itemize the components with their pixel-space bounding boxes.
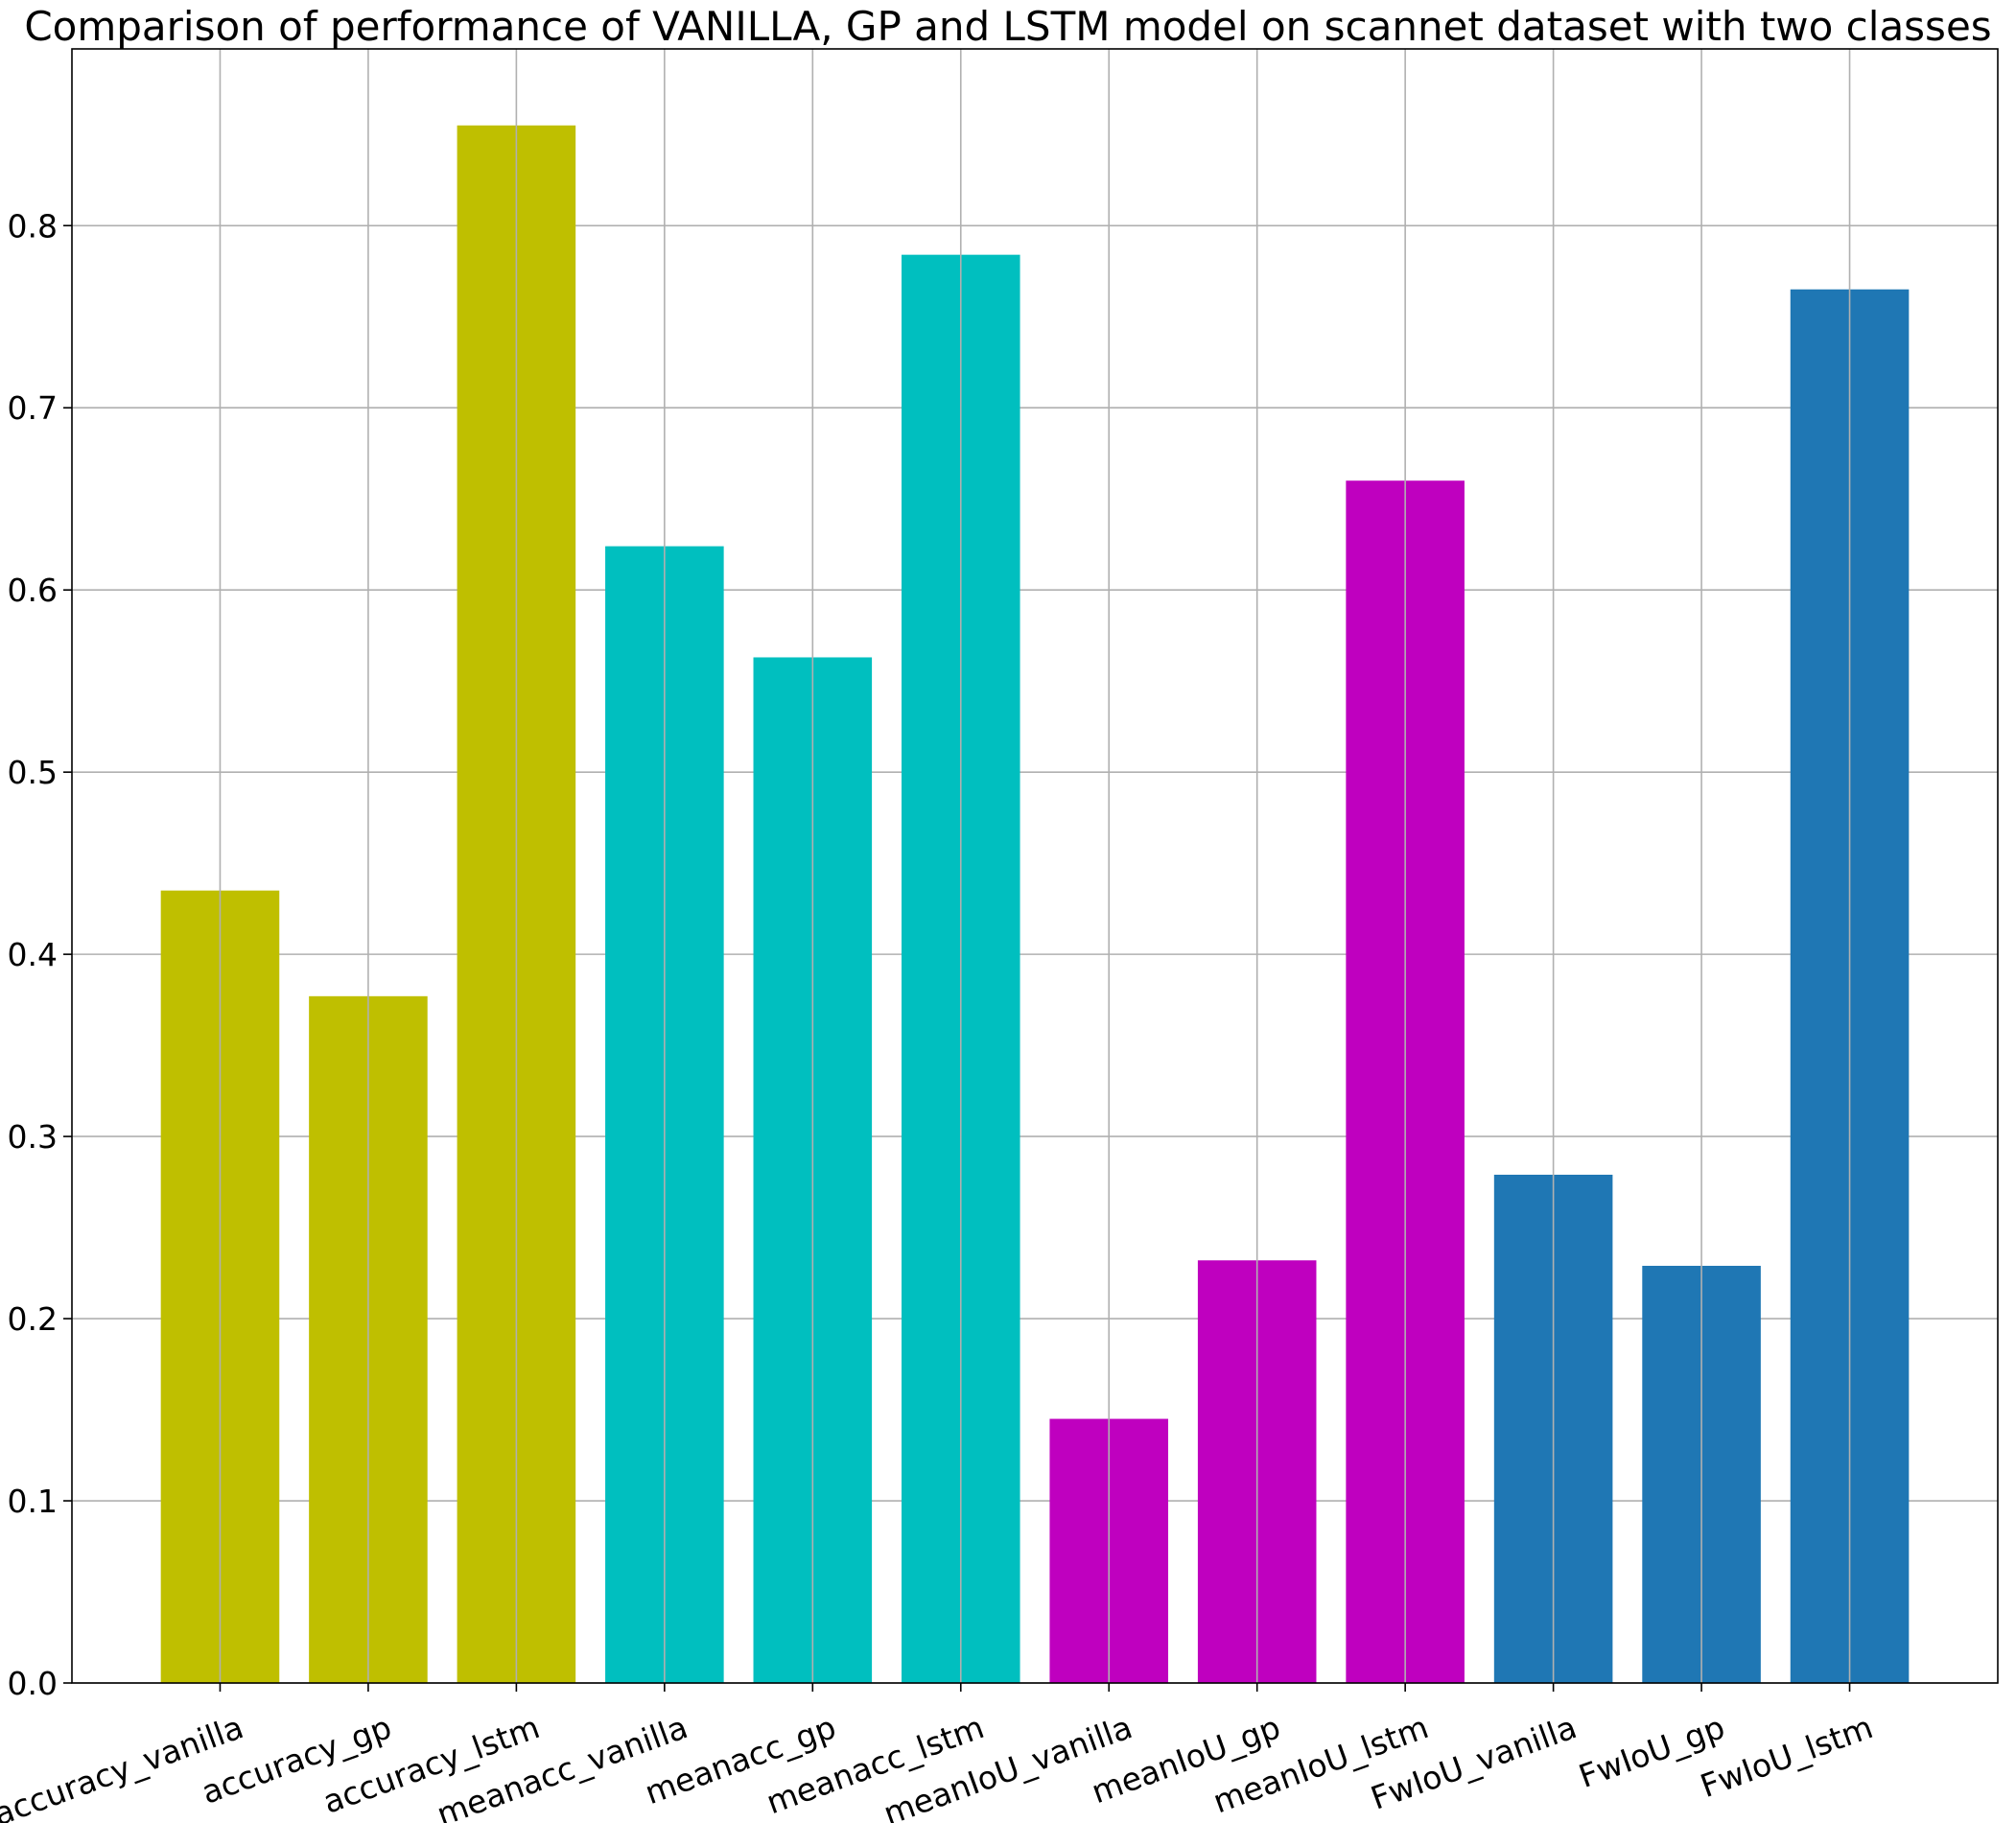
y-tick-label: 0.2 bbox=[8, 1300, 58, 1338]
y-axis-ticks: 0.0 0.1 0.2 0.3 0.4 0.5 0.6 0.7 0.8 bbox=[8, 207, 72, 1702]
chart-title: Comparison of performance of VANILLA, GP… bbox=[24, 3, 1991, 50]
x-axis-ticks: accuracy_vanillaaccuracy_gpaccuracy_lstm… bbox=[0, 1683, 1878, 1823]
y-tick-label: 0.0 bbox=[8, 1665, 58, 1702]
y-tick-label: 0.6 bbox=[8, 572, 58, 609]
y-tick-label: 0.8 bbox=[8, 207, 58, 245]
y-tick-label: 0.3 bbox=[8, 1118, 58, 1156]
y-tick-label: 0.4 bbox=[8, 936, 58, 973]
y-tick-label: 0.7 bbox=[8, 389, 58, 427]
bars bbox=[160, 49, 1910, 1684]
x-tick-label: FwIoU_lstm bbox=[1696, 1708, 1878, 1805]
y-tick-label: 0.1 bbox=[8, 1483, 58, 1520]
axes-frame bbox=[71, 48, 1999, 1684]
y-tick-label: 0.5 bbox=[8, 754, 58, 791]
